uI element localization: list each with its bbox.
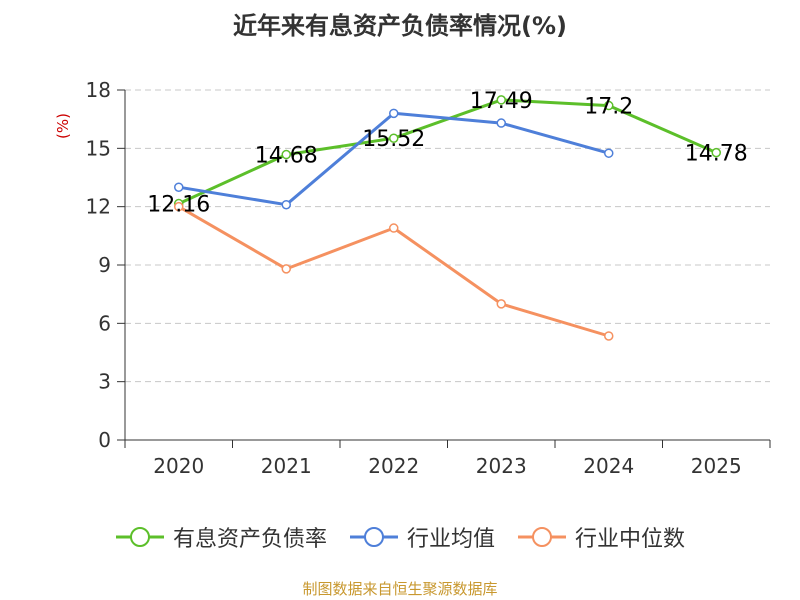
data-point-2 [604,331,614,341]
x-tick-label: 2020 [153,454,204,478]
data-point-1 [281,199,291,210]
data-label: 17.49 [470,89,533,114]
data-point-0 [496,95,506,105]
legend-marker-icon [518,527,566,547]
x-tick-label: 2025 [691,454,742,478]
x-tick-label: 2021 [261,454,312,478]
data-point-2 [389,223,399,233]
legend-marker-icon [115,527,164,547]
data-point-0 [711,147,721,158]
chart-title: 近年来有息资产负债率情况(%) [233,12,567,40]
data-point-1 [496,118,506,128]
x-tick-label: 2024 [583,454,634,478]
legend-label: 有息资产负债率 [172,527,327,552]
axes: 0 3 6 9 12 15 18 2020 2021 2022 2023 2024 2025 [86,78,771,478]
data-point-1 [604,148,614,158]
x-tick-label: 2023 [476,454,527,478]
y-tick-label: 15 [86,136,111,160]
legend: 有息资产负债率 行业均值 行业中位数 [0,519,800,555]
data-point-2 [496,299,506,309]
data-point-2 [174,201,184,212]
data-point-1 [389,108,399,119]
legend-label: 行业均值 [406,527,495,552]
y-tick-label: 0 [98,428,111,452]
legend-circle [532,527,552,547]
y-tick-label: 9 [98,253,111,277]
legend-circle [129,527,150,547]
data-point-2 [281,264,291,274]
data-label: 15.52 [362,127,425,152]
y-tick-label: 18 [86,78,111,102]
legend-marker-icon [349,527,398,547]
y-axis-label: (%) [54,113,72,139]
data-point-1 [174,182,184,192]
y-tick-label: 3 [98,370,111,394]
data-label: 12.16 [147,193,210,218]
data-label: 14.68 [255,144,318,169]
y-tick-label: 6 [98,311,111,335]
legend-item-1[interactable]: 行业均值 [349,521,495,553]
series-lines [174,95,721,341]
data-label: 17.2 [584,95,633,120]
data-label: 14.78 [685,142,748,167]
legend-item-2[interactable]: 行业中位数 [517,521,685,553]
data-point-0 [389,133,399,143]
data-point-0 [604,100,614,111]
source-note: 制图数据来自恒生聚源数据库 [302,580,498,598]
data-point-0 [281,149,291,160]
legend-label: 行业中位数 [575,527,686,552]
legend-circle [363,527,384,547]
legend-item-0[interactable]: 有息资产负债率 [115,521,327,553]
x-tick-label: 2022 [368,454,419,478]
y-tick-label: 12 [86,195,111,219]
data-labels: 12.16 14.68 15.52 17.49 17.2 14.78 [147,89,747,218]
